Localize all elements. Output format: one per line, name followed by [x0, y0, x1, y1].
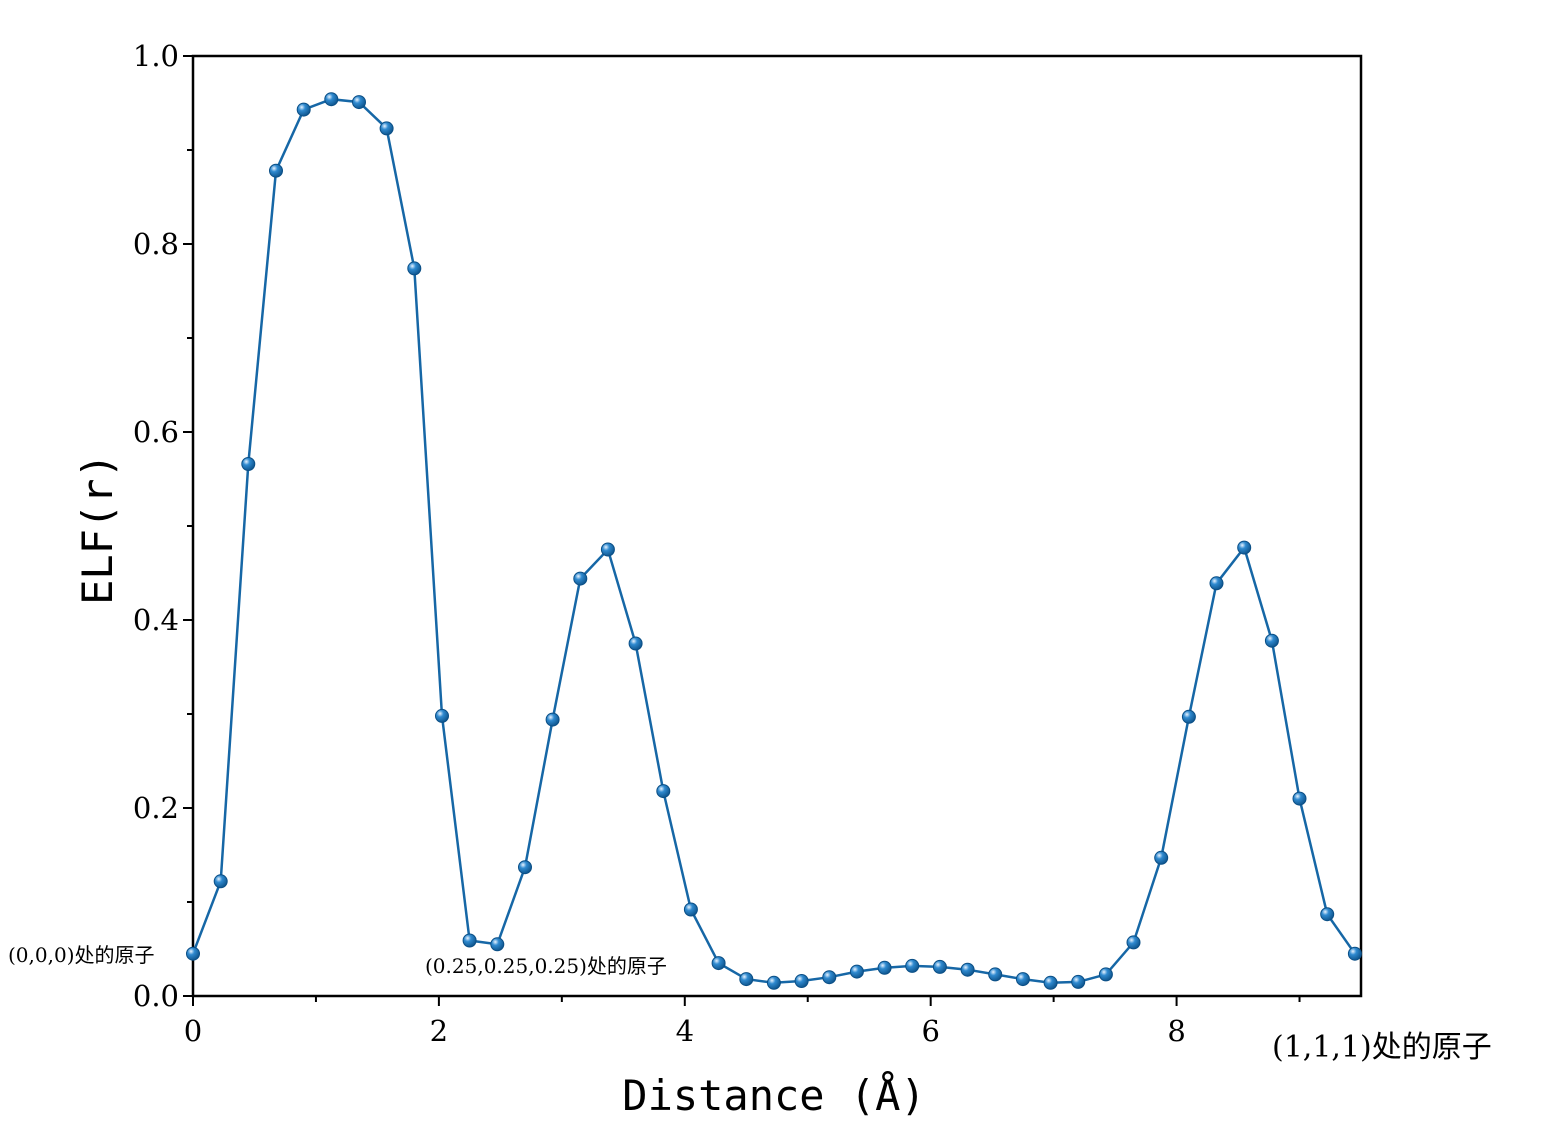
data-point [960, 962, 975, 977]
data-point [766, 975, 781, 990]
data-point [683, 902, 698, 917]
annotation-unit-atom: (1,1,1)处的原子 [1272, 1030, 1492, 1065]
data-point [628, 636, 643, 651]
data-point [1015, 972, 1030, 987]
data-point [849, 964, 864, 979]
data-point [1237, 540, 1252, 555]
x-tick-label: 8 [1167, 1014, 1185, 1048]
x-axis-title: Distance (Å) [622, 1070, 925, 1120]
data-point [269, 163, 283, 178]
data-point [352, 95, 366, 110]
data-point [296, 102, 311, 117]
data-point [656, 784, 671, 799]
data-point [600, 542, 615, 557]
elf-series-line [191, 97, 1356, 985]
x-tick-label: 2 [430, 1014, 448, 1048]
y-tick-label: 1.0 [133, 39, 179, 73]
x-axis-ticks: 0 2 4 6 8 [184, 996, 1301, 1048]
data-point [1320, 907, 1335, 922]
data-point [877, 960, 892, 975]
data-point [1209, 576, 1224, 591]
data-point [1071, 974, 1086, 989]
data-point [573, 571, 588, 586]
data-point [462, 933, 477, 948]
x-tick-label: 4 [676, 1014, 694, 1048]
data-point [794, 974, 809, 988]
data-point [988, 967, 1003, 982]
data-point [1264, 633, 1279, 648]
data-point [379, 121, 394, 136]
y-tick-label: 0.8 [133, 227, 179, 261]
data-point [213, 874, 228, 889]
data-point [1098, 967, 1113, 982]
x-tick-label: 6 [921, 1014, 939, 1048]
data-point [1043, 975, 1058, 990]
elf-series-points [186, 92, 1362, 990]
y-tick-label: 0.4 [133, 603, 179, 637]
data-point [1154, 850, 1169, 865]
data-point [1181, 709, 1196, 724]
data-point [324, 92, 339, 107]
x-tick-label: 0 [184, 1014, 202, 1048]
data-point [186, 946, 200, 961]
data-point [241, 457, 256, 471]
data-point [822, 970, 837, 985]
data-point [545, 712, 560, 727]
data-point [435, 708, 449, 723]
data-point [407, 261, 422, 276]
data-point [1292, 791, 1307, 806]
y-tick-label: 0.2 [133, 791, 179, 825]
y-axis-title: ELF(r) [73, 453, 122, 605]
data-point [739, 972, 754, 987]
y-tick-label: 0.0 [133, 979, 179, 1013]
data-point [932, 959, 947, 974]
plot-frame [191, 54, 1363, 998]
data-point [1347, 946, 1362, 961]
data-point [711, 956, 726, 971]
y-tick-label: 0.6 [133, 415, 179, 449]
data-point [518, 860, 532, 875]
annotation-origin-atom: (0,0,0)处的原子 [8, 943, 155, 967]
data-point [905, 958, 920, 973]
data-point [490, 937, 505, 952]
data-point [1126, 935, 1141, 950]
y-axis-ticks: 0.0 0.2 0.4 0.6 0.8 1.0 [133, 39, 193, 1013]
annotation-quarter-atom: (0.25,0.25,0.25)处的原子 [425, 954, 667, 978]
